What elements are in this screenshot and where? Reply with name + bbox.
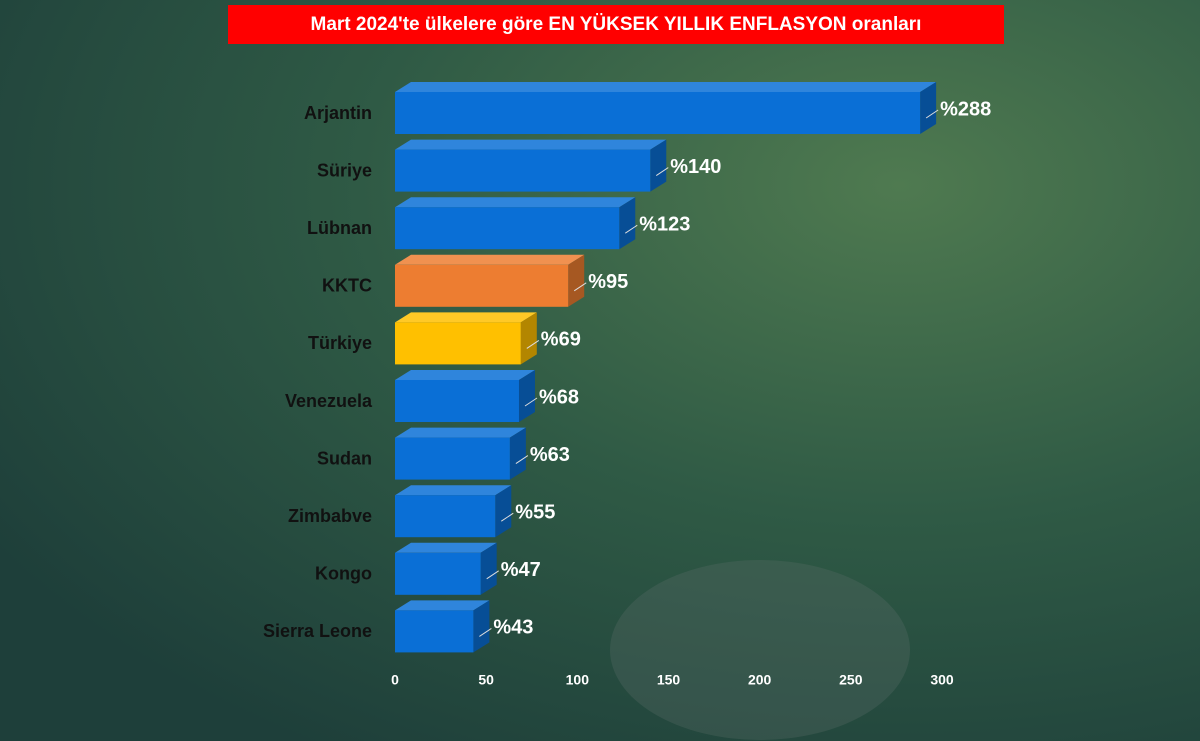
y-tick-label: Sierra Leone [263,621,372,641]
x-tick-label: 50 [478,672,494,688]
label-leader [526,339,540,349]
bar [395,92,921,134]
label-leader [655,167,669,177]
bar [395,207,620,250]
bar [395,264,569,307]
bar-top [395,370,535,380]
y-tick-label: Arjantin [304,103,372,123]
bar-side [473,600,490,653]
y-tick-label: Zimbabve [288,506,372,526]
x-tick-label: 0 [391,672,399,688]
y-tick-label: Venezuela [285,391,373,411]
coins-decoration [610,560,910,740]
title-box [228,5,1004,44]
x-tick-label: 250 [839,672,863,688]
y-tick-label: Kongo [315,564,372,584]
value-label: %47 [501,559,541,581]
bar-side [650,139,667,192]
bar-top [395,600,490,611]
value-label: %288 [940,98,991,120]
bar-top [395,82,937,92]
y-tick-label: Lübnan [307,218,372,238]
bar-side [495,485,512,538]
bar-top [395,312,537,323]
bar [395,495,496,538]
bar-top [395,485,512,496]
y-tick-label: Sudan [317,448,372,468]
bar-top [395,139,667,150]
bar [395,437,510,480]
value-label: %123 [639,213,690,235]
x-tick-label: 200 [748,672,772,688]
label-leader [624,224,638,234]
label-leader [486,570,499,580]
bar-side [518,370,535,422]
label-leader [925,109,939,119]
bar-top [395,254,585,265]
bar [395,552,481,595]
bar-side [568,254,585,307]
value-label: %63 [530,444,570,466]
value-label: %43 [493,617,533,639]
value-label: %95 [588,271,628,293]
bar-top [395,542,497,553]
x-tick-label: 150 [657,672,681,688]
value-label: %55 [515,501,555,523]
value-label: %69 [541,329,581,351]
y-tick-label: KKTC [322,276,372,296]
bar-side [480,542,497,595]
x-tick-label: 300 [930,672,954,688]
bar [395,149,651,192]
bar [395,322,521,365]
label-leader [501,512,514,522]
y-tick-label: Türkiye [308,333,372,353]
bar-top [395,197,636,208]
value-label: %140 [670,156,721,178]
value-label: %68 [539,386,579,408]
bar-side [619,197,636,250]
label-leader [573,282,587,292]
bar-side [509,427,526,480]
bar-top [395,427,526,438]
label-leader [524,397,538,407]
x-tick-label: 100 [566,672,590,688]
bar [395,380,519,422]
bar-side [520,312,537,365]
bar-side [920,82,937,134]
label-leader [515,455,529,465]
chart-title: Mart 2024'te ülkelere göre EN YÜKSEK YIL… [311,14,922,35]
label-leader [479,627,492,637]
bar [395,610,474,653]
y-tick-label: Süriye [317,160,372,180]
